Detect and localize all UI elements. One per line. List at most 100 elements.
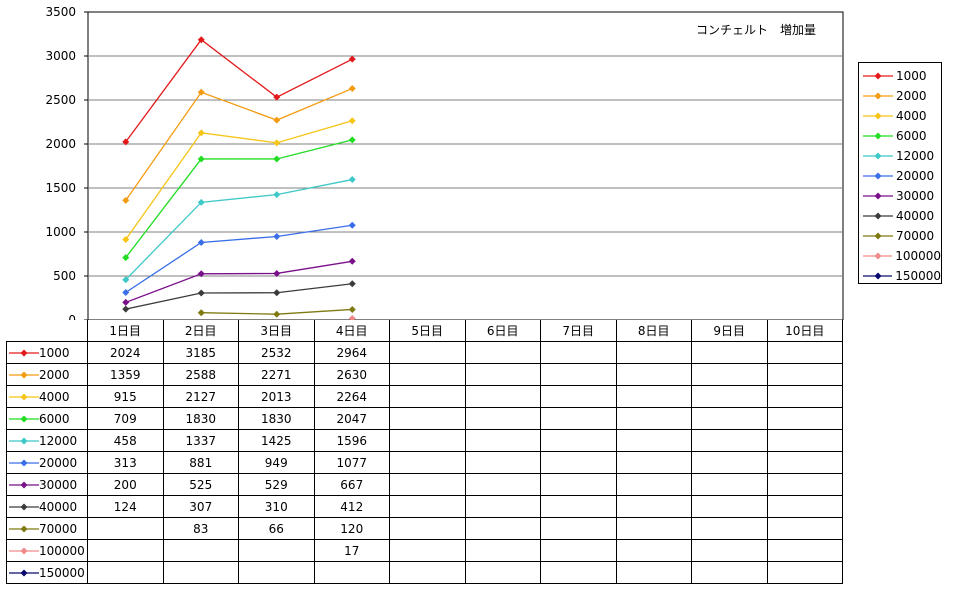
legend-item-150000: 150000	[859, 266, 941, 286]
table-cell	[389, 473, 466, 496]
table-cell	[464, 341, 541, 364]
series-key-icon	[9, 569, 39, 577]
table-cell: 1596	[313, 429, 390, 452]
data-point	[197, 289, 205, 297]
series-12000	[122, 176, 356, 284]
row-key: 70000	[6, 517, 88, 540]
x-category-label: 8日目	[615, 320, 692, 342]
x-category-label: 1日目	[87, 320, 164, 342]
legend-label: 4000	[896, 109, 927, 123]
table-cell	[691, 407, 768, 430]
data-point	[122, 235, 130, 243]
x-category-label: 9日目	[691, 320, 768, 342]
y-tick-label: 500	[53, 269, 76, 283]
series-line	[125, 139, 353, 259]
table-cell	[464, 539, 541, 562]
table-cell: 412	[313, 495, 390, 518]
data-point	[348, 280, 356, 288]
data-point	[122, 298, 130, 306]
table-cell: 529	[238, 473, 315, 496]
series-1000	[122, 36, 356, 146]
table-cell	[766, 429, 843, 452]
series-key-icon	[9, 503, 39, 511]
table-row: 70000 83 66 120	[6, 517, 843, 540]
table-cell	[464, 495, 541, 518]
x-category-label: 2日目	[162, 320, 239, 342]
legend-item-1000: 1000	[859, 66, 941, 86]
data-point	[348, 221, 356, 229]
data-point	[348, 305, 356, 313]
table-row: 100000 17	[6, 539, 843, 562]
table-cell	[389, 561, 466, 584]
table-cell: 2588	[162, 363, 239, 386]
data-point	[122, 138, 130, 146]
table-cell	[540, 385, 617, 408]
data-point	[197, 309, 205, 317]
data-point	[197, 155, 205, 163]
data-point	[348, 176, 356, 184]
legend: 1000 2000 4000 6000 12000 20000 30000 40000 7000…	[858, 62, 942, 284]
table-cell	[691, 429, 768, 452]
table-cell	[464, 561, 541, 584]
data-point	[273, 269, 281, 277]
table-cell	[540, 341, 617, 364]
legend-label: 70000	[896, 229, 935, 243]
table-cell	[162, 561, 239, 584]
table-cell: 2264	[313, 385, 390, 408]
series-4000	[122, 117, 356, 243]
plot-area	[87, 11, 844, 320]
table-cell	[766, 363, 843, 386]
legend-label: 30000	[896, 189, 935, 203]
series-30000	[122, 257, 356, 306]
table-cell: 310	[238, 495, 315, 518]
table-cell	[87, 539, 164, 562]
table-row: 20000 313 881 949 1077	[6, 451, 843, 474]
series-6000	[122, 136, 356, 262]
data-point	[197, 270, 205, 278]
row-key: 40000	[6, 495, 88, 518]
table-cell	[766, 385, 843, 408]
table-cell: 200	[87, 473, 164, 496]
legend-label: 1000	[896, 69, 927, 83]
table-cell	[691, 385, 768, 408]
series-line	[125, 120, 353, 240]
table-cell: 1830	[238, 407, 315, 430]
table-cell: 2630	[313, 363, 390, 386]
row-label: 12000	[39, 433, 78, 448]
table-cell	[615, 363, 692, 386]
table-cell	[162, 539, 239, 562]
table-cell	[615, 341, 692, 364]
table-cell	[691, 473, 768, 496]
table-cell	[313, 561, 390, 584]
legend-item-70000: 70000	[859, 226, 941, 246]
data-table: 1日目 2日目 3日目 4日目 5日目 6日目 7日目 8日目 9日目 10日目 1000 2024 3…	[6, 320, 843, 584]
table-cell	[766, 407, 843, 430]
table-cell: 2532	[238, 341, 315, 364]
y-tick-label: 3000	[45, 49, 76, 63]
row-key: 2000	[6, 363, 88, 386]
series-key-icon	[863, 172, 893, 180]
grid-lines	[88, 55, 843, 277]
data-point	[122, 196, 130, 204]
series-key-icon	[863, 252, 893, 260]
table-cell	[464, 473, 541, 496]
table-cell	[464, 429, 541, 452]
data-point	[348, 136, 356, 144]
series-line	[125, 260, 353, 304]
series-20000	[122, 221, 356, 296]
table-row: 6000 709 1830 1830 2047	[6, 407, 843, 430]
data-point	[197, 36, 205, 44]
data-point	[273, 232, 281, 240]
y-tick-label: 2500	[45, 93, 76, 107]
y-tick-label: 1000	[45, 225, 76, 239]
table-cell	[766, 539, 843, 562]
table-cell	[389, 407, 466, 430]
series-key-icon	[863, 272, 893, 280]
series-key-icon	[9, 393, 39, 401]
table-cell	[766, 341, 843, 364]
table-cell: 1425	[238, 429, 315, 452]
row-key: 4000	[6, 385, 88, 408]
series-40000	[122, 280, 356, 313]
series-lines	[122, 36, 356, 320]
data-point	[197, 129, 205, 137]
